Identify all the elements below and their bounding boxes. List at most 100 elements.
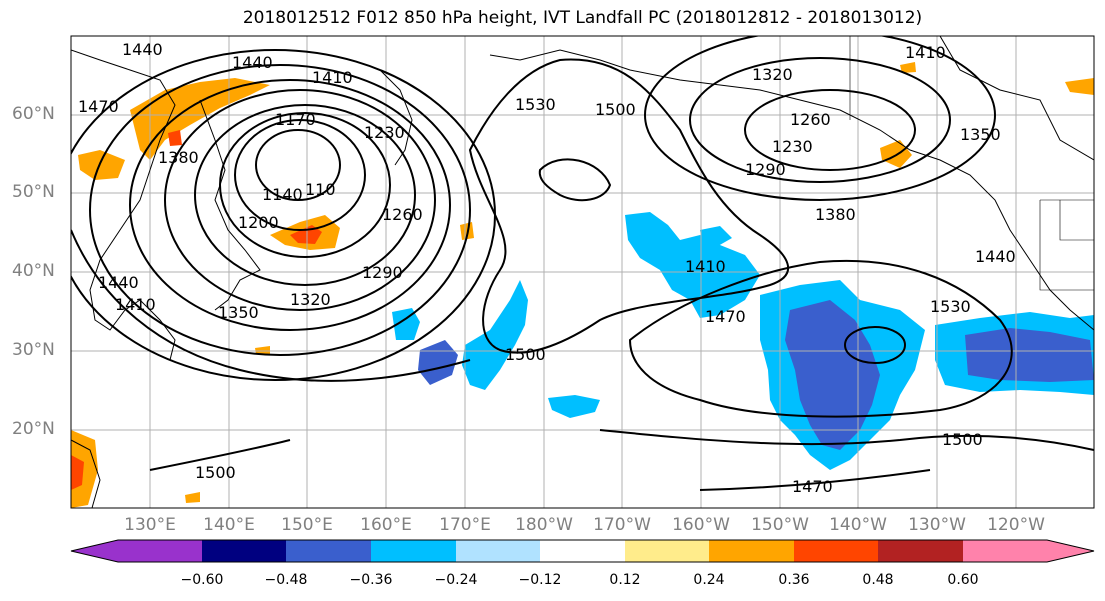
contour-label: 1380 xyxy=(815,205,856,224)
graticule xyxy=(71,36,1094,508)
orange-speck-2 xyxy=(900,62,916,73)
colorbar-segment xyxy=(540,540,625,562)
lat-label-60n: 60°N xyxy=(12,104,55,124)
lon-label-120w: 120°W xyxy=(987,515,1045,535)
colorbar-right-arrow xyxy=(1047,540,1094,562)
colorbar-left-arrow xyxy=(71,540,118,562)
colorbar-tick: −0.12 xyxy=(518,572,562,588)
contour-label: 1170 xyxy=(275,110,316,129)
contour-label: 110 xyxy=(305,180,336,199)
contour-label: 1410 xyxy=(685,257,726,276)
contour-label: 1500 xyxy=(505,345,546,364)
colorbar-segment xyxy=(371,540,456,562)
lon-label-160e: 160°E xyxy=(360,515,412,535)
blue-region-small-2 xyxy=(548,395,600,418)
orange-region-okhotsk xyxy=(78,150,125,180)
lon-label-170w: 170°W xyxy=(593,515,651,535)
colorbar-segment xyxy=(456,540,540,562)
orange-region-northeast xyxy=(1065,78,1094,95)
orange-speck-1 xyxy=(460,222,474,240)
red-core-southwest xyxy=(71,455,84,490)
contour-label: 1440 xyxy=(98,273,139,292)
colorbar-segment xyxy=(625,540,709,562)
contour-label: 1380 xyxy=(158,148,199,167)
lon-label-140w: 140°W xyxy=(829,515,887,535)
contour-label: 1500 xyxy=(195,463,236,482)
darkblue-region-east xyxy=(965,328,1094,382)
lon-label-160w: 160°W xyxy=(672,515,730,535)
blue-region-dateline xyxy=(462,280,528,390)
lat-label-40n: 40°N xyxy=(12,261,55,281)
orange-region-alaska xyxy=(880,140,912,168)
contour-label: 1290 xyxy=(362,263,403,282)
contour-label: 1320 xyxy=(290,290,331,309)
blue-region-small-1 xyxy=(392,308,420,340)
contour-label: 1410 xyxy=(312,68,353,87)
contour-label: 1350 xyxy=(218,303,259,322)
height-contours xyxy=(71,36,1094,491)
contour-label: 1410 xyxy=(115,295,156,314)
contour-label: 1530 xyxy=(930,297,971,316)
orange-region-southwest xyxy=(71,430,98,508)
colorbar-segment xyxy=(118,540,202,562)
orange-speck-3 xyxy=(255,346,270,354)
contour-label: 1320 xyxy=(752,65,793,84)
colorbar-tick: 0.24 xyxy=(693,572,725,588)
lon-label-150e: 150°E xyxy=(281,515,333,535)
lon-label-130w: 130°W xyxy=(908,515,966,535)
colorbar-tick: −0.36 xyxy=(349,572,393,588)
lat-label-30n: 30°N xyxy=(12,340,55,360)
contour-label: 1230 xyxy=(772,137,813,156)
colorbar-segment xyxy=(202,540,286,562)
lon-label-150w: 150°W xyxy=(751,515,809,535)
contour-label: 1500 xyxy=(942,430,983,449)
colorbar-tick: 0.36 xyxy=(778,572,810,588)
map-title: 2018012512 F012 850 hPa height, IVT Land… xyxy=(242,8,923,28)
colorbar-tick: 0.60 xyxy=(947,572,979,588)
colorbar-segment xyxy=(878,540,963,562)
blue-region-small-3 xyxy=(700,226,732,246)
contour-labels: 1440 1440 1410 1380 1470 1170 1140 110 1… xyxy=(78,40,1016,496)
orange-speck-4 xyxy=(185,492,200,503)
contour-label: 1440 xyxy=(232,53,273,72)
lat-label-20n: 20°N xyxy=(12,419,55,439)
contour-label: 1260 xyxy=(790,110,831,129)
colorbar-segment xyxy=(963,540,1047,562)
coastlines xyxy=(71,36,1094,508)
contour-label: 1200 xyxy=(238,213,279,232)
lon-label-180w: 180°W xyxy=(515,515,573,535)
colorbar-tick: −0.48 xyxy=(264,572,308,588)
lon-label-170e: 170°E xyxy=(439,515,491,535)
contour-label: 1530 xyxy=(515,95,556,114)
colorbar-segment xyxy=(709,540,794,562)
contour-label: 1470 xyxy=(78,97,119,116)
contour-label: 1260 xyxy=(382,205,423,224)
contour-label: 1290 xyxy=(745,160,786,179)
colorbar-tick: 0.48 xyxy=(862,572,894,588)
contour-label: 1470 xyxy=(792,477,833,496)
contour-label: 1230 xyxy=(364,123,405,142)
red-core-kamchatka xyxy=(168,130,182,146)
blue-region-central xyxy=(625,212,760,318)
colorbar xyxy=(70,539,1095,563)
colorbar-segment xyxy=(286,540,371,562)
colorbar-tick: −0.24 xyxy=(434,572,478,588)
lon-label-130e: 130°E xyxy=(124,515,176,535)
contour-label: 1440 xyxy=(975,247,1016,266)
map-frame xyxy=(70,35,1095,509)
colorbar-tick: −0.60 xyxy=(180,572,224,588)
orange-region-kamchatka xyxy=(130,78,270,160)
contour-label: 1410 xyxy=(905,43,946,62)
contour-label: 1470 xyxy=(705,307,746,326)
contour-label: 1350 xyxy=(960,125,1001,144)
lon-label-140e: 140°E xyxy=(203,515,255,535)
contour-label: 1140 xyxy=(262,185,303,204)
colorbar-tick: 0.12 xyxy=(609,572,641,588)
colorbar-segment xyxy=(794,540,878,562)
state-borders xyxy=(849,36,1094,291)
lat-label-50n: 50°N xyxy=(12,182,55,202)
darkblue-region-subtropical xyxy=(785,300,880,450)
contour-label: 1440 xyxy=(122,40,163,59)
contour-label: 1500 xyxy=(595,100,636,119)
